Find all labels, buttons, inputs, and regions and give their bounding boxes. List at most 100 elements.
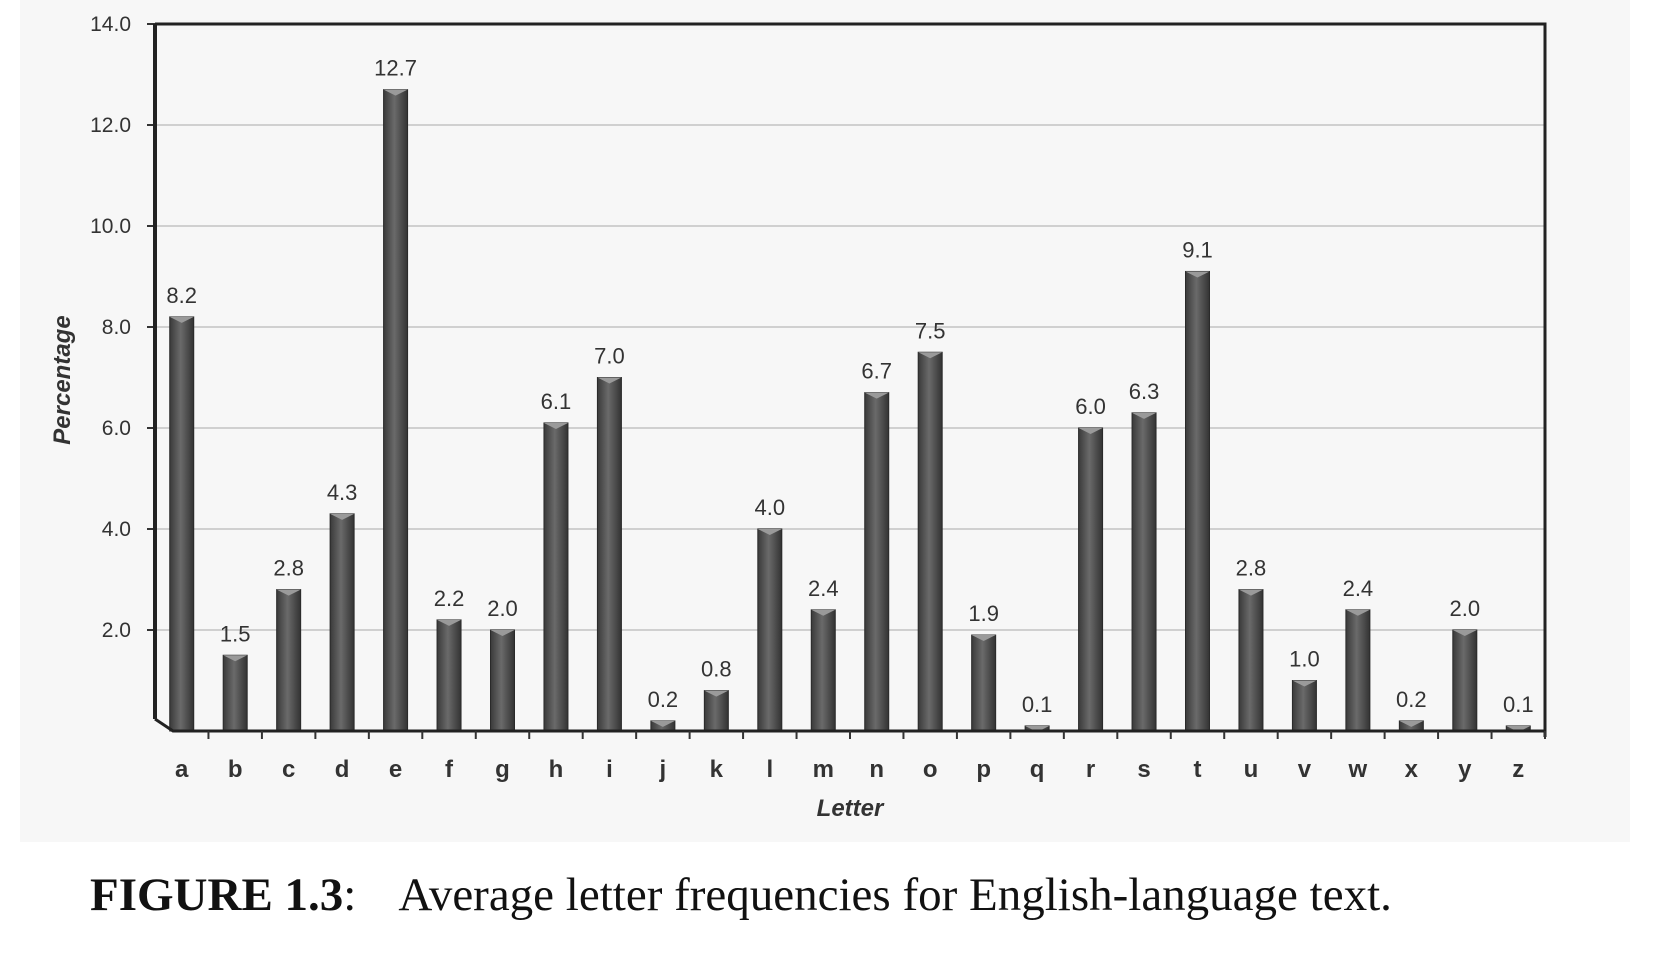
x-tick-label: t [1194,756,1202,783]
x-tick-label: v [1298,756,1312,783]
bar-w [1345,609,1371,732]
data-label: 0.1 [1022,692,1053,717]
bar-cap [650,720,675,727]
data-label: 2.0 [487,596,518,621]
bar-t [1185,270,1210,732]
bar-s [1131,412,1157,732]
x-tick-label: c [282,756,295,783]
plot-frame [155,22,1547,737]
data-label: 0.2 [648,687,679,712]
bar-cap [811,609,836,616]
x-tick-label: l [766,756,773,783]
data-label: 1.9 [968,601,999,626]
x-tick-label: p [976,756,991,783]
bar-cap [1399,720,1424,727]
data-label: 4.3 [327,480,358,505]
bar-cap [704,690,729,697]
bar-r [1078,427,1104,732]
bar-cap [543,422,568,429]
caption-separator: : [343,869,357,921]
x-tick-label: z [1512,756,1524,783]
chart-panel: 2.0 4.0 6.0 8.0 10.0 12.0 14.0 8.2 a 1.5 b 2.8 c 4.3 d… [20,0,1630,842]
y-tick-label: 12.0 [90,114,131,137]
bar-o [917,351,943,732]
bar-cap [597,377,622,384]
bar-cap [1292,680,1317,687]
x-tick-label: g [495,756,510,783]
bar-cap [437,619,462,626]
bar-cap [1025,725,1050,732]
axes [147,22,1547,739]
x-tick-label: k [710,756,724,783]
data-label: 2.4 [1343,576,1374,601]
data-label: 6.1 [541,389,572,414]
bar-g [490,629,515,732]
bar-e [383,89,409,732]
data-label: 12.7 [374,56,417,81]
x-tick-label: a [175,756,189,783]
labels: 2.0 4.0 6.0 8.0 10.0 12.0 14.0 8.2 a 1.5 b 2.8 c 4.3 d… [49,13,1534,822]
bar-cap [383,89,408,96]
bar-cap [864,392,889,399]
bar-b [222,654,248,732]
x-tick-label: w [1348,756,1368,783]
bar-y [1452,629,1478,732]
x-tick-label: n [869,756,884,783]
data-label: 7.0 [594,344,625,369]
data-label: 6.3 [1129,379,1160,404]
y-tick-label: 2.0 [102,619,131,642]
data-label: 6.0 [1075,394,1106,419]
gridlines [155,23,1545,631]
bar-cap [276,589,301,596]
x-tick-label: m [813,756,834,783]
y-tick-label: 6.0 [102,417,131,440]
data-label: 8.2 [166,283,197,308]
data-label: 2.0 [1450,596,1481,621]
bar-cap [330,513,355,520]
data-label: 2.8 [273,556,304,581]
figure-caption: FIGURE 1.3: Average letter frequencies fo… [90,868,1590,922]
x-tick-label: i [606,756,613,783]
x-tick-label: r [1086,756,1095,783]
data-label: 0.2 [1396,687,1427,712]
caption-text: Average letter frequencies for English-l… [398,869,1392,921]
bar-n [864,392,890,732]
data-label: 0.8 [701,657,732,682]
x-tick-label: x [1405,756,1419,783]
bar-l [757,528,783,732]
bar-cap [757,529,782,535]
data-label: 0.1 [1503,692,1534,717]
bars [169,89,1531,732]
bar-h [543,422,569,732]
y-tick-label: 14.0 [90,13,131,36]
x-tick-label: b [228,756,243,783]
x-tick-label: j [659,756,667,783]
data-label: 2.2 [434,586,465,611]
bar-i [596,377,622,732]
x-tick-label: s [1137,756,1150,783]
x-tick-label: e [389,756,402,783]
bar-u [1238,589,1264,732]
x-tick-label: f [445,756,454,783]
x-tick-label: q [1030,756,1045,783]
data-label: 4.0 [755,495,786,520]
bar-cap [169,316,194,323]
data-label: 7.5 [915,318,946,343]
x-tick-label: y [1458,756,1472,783]
y-tick-label: 10.0 [90,215,131,238]
bar-cap [490,630,515,636]
bar-m [810,609,836,732]
bar-cap [1238,589,1263,596]
caption-label: FIGURE 1.3 [90,869,344,921]
data-label: 1.0 [1289,647,1320,672]
bar-cap [1078,428,1103,434]
data-label: 2.8 [1236,556,1267,581]
bar-k [703,690,729,732]
bar-cap [223,655,248,662]
y-tick-label: 8.0 [102,316,131,339]
y-tick-label: 4.0 [102,518,131,541]
bar-f [436,619,462,732]
bar-cap [918,352,943,359]
bar-cap [1345,609,1370,616]
data-label: 9.1 [1182,237,1213,262]
